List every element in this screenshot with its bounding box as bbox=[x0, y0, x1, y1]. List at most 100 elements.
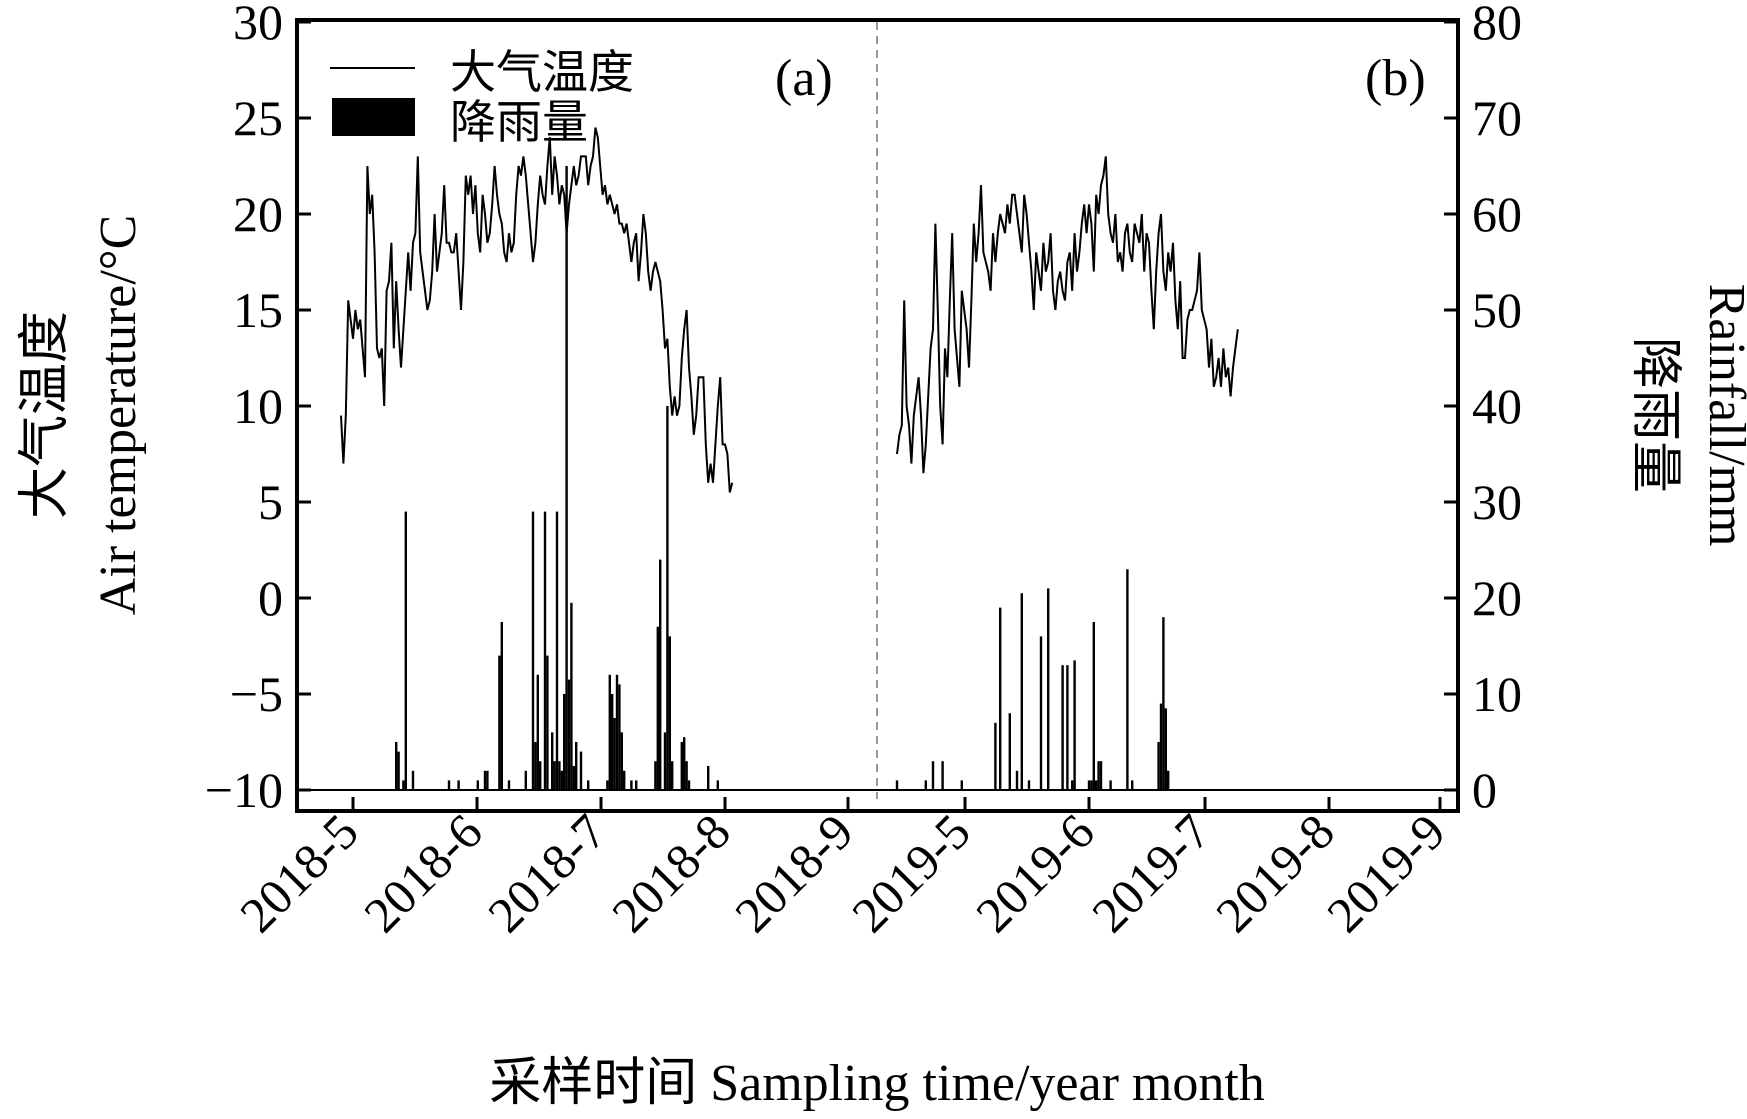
left-tick-label: 30 bbox=[233, 0, 283, 50]
rainfall-bar bbox=[543, 511, 547, 790]
rainfall-bar bbox=[553, 761, 556, 790]
rainfall-bar bbox=[395, 742, 398, 790]
right-tick-label: 20 bbox=[1472, 570, 1522, 626]
rainfall-bar bbox=[1020, 593, 1023, 790]
rainfall-bar bbox=[960, 780, 963, 790]
rainfall-bar bbox=[1095, 780, 1098, 790]
rainfall-bar bbox=[687, 780, 691, 790]
rainfall-bar bbox=[1008, 713, 1011, 790]
left-tick-label: −5 bbox=[230, 666, 283, 722]
rainfall-bar bbox=[567, 679, 571, 790]
right-tick-label: 30 bbox=[1472, 474, 1522, 530]
rainfall-bar bbox=[531, 511, 535, 790]
temperature-line-b bbox=[896, 156, 1239, 474]
rainfall-bar bbox=[1071, 780, 1074, 790]
rainfall-bar bbox=[941, 761, 944, 790]
ticks-layer: −10 −5 0 5 10 15 20 25 30 0 10 20 30 40 50 60 70 80 2018-5… bbox=[205, 0, 1522, 943]
rainfall-bar bbox=[411, 770, 415, 790]
rainfall-bar bbox=[656, 626, 659, 790]
rainfall-bar bbox=[575, 742, 578, 790]
rainfall-bar bbox=[447, 780, 451, 790]
right-tick-label: 70 bbox=[1472, 90, 1522, 146]
x-tick-label: 2018-8 bbox=[601, 803, 741, 943]
rainfall-bars-a bbox=[395, 166, 719, 790]
rainfall-bar bbox=[611, 694, 614, 790]
rainfall-bar bbox=[620, 732, 623, 790]
rainfall-bar bbox=[1131, 780, 1134, 790]
rainfall-bar bbox=[1047, 588, 1050, 790]
rainfall-bar bbox=[483, 770, 487, 790]
left-axis-title-cn: 大气温度 bbox=[17, 311, 74, 519]
right-tick-label: 0 bbox=[1472, 762, 1497, 818]
legend-bar-label: 降雨量 bbox=[450, 97, 588, 148]
rainfall-bar bbox=[565, 166, 568, 790]
rainfall-bar bbox=[895, 780, 899, 790]
rainfall-bar bbox=[476, 780, 479, 790]
x-axis-title: 采样时间 Sampling time/year month bbox=[489, 1055, 1265, 1112]
rainfall-bar bbox=[654, 761, 657, 790]
left-tick-label: 0 bbox=[258, 570, 283, 626]
left-tick-label: 10 bbox=[233, 378, 283, 434]
rainfall-bar bbox=[1073, 660, 1076, 790]
rainfall-bar bbox=[1099, 761, 1103, 790]
x-tick-label: 2018-9 bbox=[724, 803, 864, 943]
rainfall-bar bbox=[1162, 617, 1165, 790]
rainfall-bar bbox=[615, 674, 619, 790]
rainfall-bar bbox=[1039, 636, 1043, 790]
rainfall-bar bbox=[536, 674, 539, 790]
rainfall-bar bbox=[397, 751, 400, 790]
panel-label-b: (b) bbox=[1365, 50, 1426, 107]
rainfall-bar bbox=[498, 655, 501, 790]
rainfall-bar bbox=[1157, 742, 1160, 790]
rainfall-bar bbox=[558, 761, 561, 790]
rainfall-bar bbox=[716, 780, 719, 790]
rainfall-bar bbox=[1061, 665, 1064, 790]
plot-frame bbox=[295, 18, 1460, 813]
rainfall-bar bbox=[486, 770, 489, 790]
rainfall-bar bbox=[560, 770, 563, 790]
rainfall-bar bbox=[666, 406, 669, 790]
rainfall-bar bbox=[685, 761, 688, 790]
rainfall-bar bbox=[659, 559, 662, 790]
legend-bar-swatch bbox=[332, 98, 415, 136]
rainfall-bar bbox=[618, 684, 621, 790]
rainfall-bar bbox=[572, 766, 575, 790]
legend-line-label: 大气温度 bbox=[450, 47, 634, 98]
left-tick-label: 15 bbox=[233, 282, 283, 338]
rainfall-bar bbox=[534, 742, 537, 790]
x-tick-label: 2018-6 bbox=[353, 803, 493, 943]
x-tick-label: 2019-5 bbox=[841, 803, 981, 943]
rainfall-bar bbox=[924, 780, 927, 790]
rainfall-bar bbox=[579, 751, 583, 790]
rainfall-bar bbox=[608, 674, 611, 790]
legend: 大气温度 降雨量 bbox=[330, 47, 634, 148]
temperature-line-a bbox=[340, 127, 734, 493]
rainfall-bar bbox=[404, 511, 407, 790]
left-tick-label: 5 bbox=[258, 474, 283, 530]
rainfall-bar bbox=[1097, 761, 1100, 790]
rainfall-bar bbox=[546, 655, 549, 790]
rainfall-bar bbox=[570, 602, 573, 790]
rainfall-bar bbox=[606, 780, 609, 790]
rainfall-bar bbox=[1090, 780, 1093, 790]
rainfall-bar bbox=[1087, 780, 1091, 790]
right-tick-label: 80 bbox=[1472, 0, 1522, 50]
rainfall-bars-b bbox=[895, 569, 1170, 790]
rainfall-bar bbox=[1109, 780, 1112, 790]
rainfall-bar bbox=[500, 622, 503, 790]
right-tick-label: 10 bbox=[1472, 666, 1522, 722]
right-tick-label: 40 bbox=[1472, 378, 1522, 434]
right-axis-title-en: Rainfall/mm bbox=[1698, 284, 1747, 547]
x-tick-label: 2018-5 bbox=[229, 803, 369, 943]
rainfall-bar bbox=[457, 780, 460, 790]
rainfall-bar bbox=[1015, 770, 1019, 790]
x-tick-label: 2019-7 bbox=[1081, 803, 1221, 943]
left-tick-label: 20 bbox=[233, 186, 283, 242]
panel-label-a: (a) bbox=[775, 50, 833, 107]
rainfall-bar bbox=[623, 770, 626, 790]
rainfall-bar bbox=[994, 722, 997, 790]
x-tick-label: 2019-6 bbox=[965, 803, 1105, 943]
x-tick-label: 2019-8 bbox=[1205, 803, 1345, 943]
rainfall-bar bbox=[999, 607, 1002, 790]
